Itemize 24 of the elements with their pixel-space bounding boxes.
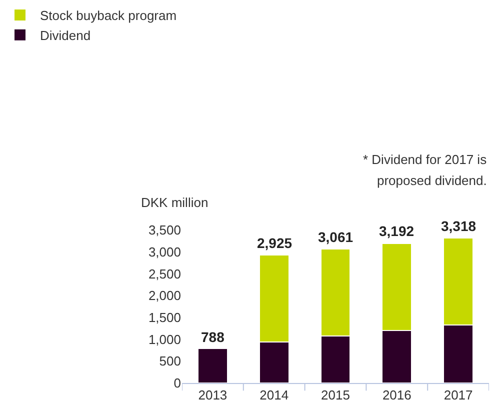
- text: * Dividend for 2017 is: [363, 152, 488, 167]
- legend-label: Stock buyback program: [40, 8, 177, 24]
- total-label: 2,925: [257, 235, 292, 251]
- y-tick-label: 1,500: [148, 310, 181, 325]
- total-label: 788: [201, 329, 225, 345]
- x-tick-label: 2017: [444, 388, 473, 403]
- total-label: 3,192: [379, 223, 414, 239]
- x-tick-label: 2014: [260, 388, 289, 403]
- y-tick-label: 3,500: [148, 222, 181, 238]
- y-tick-label: 2,000: [148, 288, 181, 304]
- x-tick-label: 2015: [321, 388, 350, 403]
- y-tick-label: 500: [159, 354, 181, 369]
- total-label: 3,061: [318, 229, 354, 245]
- y-tick-label: 3,000: [148, 244, 181, 260]
- legend-label: Dividend: [40, 28, 91, 43]
- total-label: 3,318: [441, 218, 476, 234]
- x-tick-label: 2016: [382, 388, 412, 403]
- y-tick-label: 0: [174, 376, 181, 391]
- y-axis-title: DKK million: [141, 195, 208, 210]
- text: proposed dividend.: [377, 173, 487, 188]
- y-tick-label: 1,000: [148, 332, 181, 347]
- bar: [197, 348, 228, 383]
- x-tick-label: 2013: [198, 388, 228, 403]
- y-tick-label: 2,500: [148, 266, 181, 282]
